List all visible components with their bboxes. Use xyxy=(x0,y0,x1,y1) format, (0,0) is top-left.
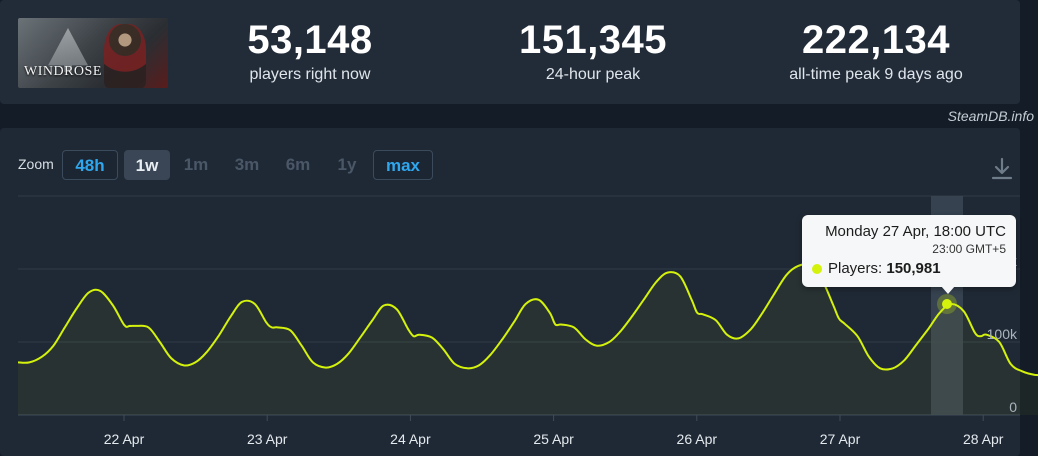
stat-24h-peak: 151,345 24-hour peak xyxy=(473,18,713,84)
hover-marker xyxy=(942,299,952,309)
y-tick-label: 0 xyxy=(1009,399,1017,415)
x-tick-label: 25 Apr xyxy=(533,431,574,447)
zoom-6m-button[interactable]: 6m xyxy=(285,155,311,174)
zoom-48h-button[interactable]: 48h xyxy=(62,150,118,180)
stat-value: 53,148 xyxy=(247,18,373,62)
x-tick-label: 24 Apr xyxy=(390,431,431,447)
stat-label: players right now xyxy=(249,66,371,83)
stat-all-time-peak: 222,134 all-time peak 9 days ago xyxy=(756,18,996,84)
zoom-3m-button[interactable]: 3m xyxy=(234,155,260,174)
stats-header xyxy=(0,0,1020,104)
zoom-1y-button[interactable]: 1y xyxy=(337,155,357,174)
zoom-1w-button[interactable]: 1w xyxy=(124,150,170,180)
x-tick-label: 23 Apr xyxy=(247,431,288,447)
zoom-1m-button[interactable]: 1m xyxy=(183,155,209,174)
tooltip-caret xyxy=(941,286,955,294)
tooltip-value: 150,981 xyxy=(886,260,941,277)
tooltip-local-time: 23:00 GMT+5 xyxy=(932,242,1006,256)
chart-panel xyxy=(0,128,1020,456)
game-logo-text: WINDROSE xyxy=(24,64,102,79)
x-tick-label: 27 Apr xyxy=(820,431,861,447)
stat-label: all-time peak 9 days ago xyxy=(789,66,963,83)
tooltip-date: Monday 27 Apr, 18:00 UTC xyxy=(825,223,1006,240)
character-art xyxy=(104,24,146,88)
x-tick-label: 22 Apr xyxy=(104,431,145,447)
tooltip-series-dot xyxy=(812,264,822,274)
x-tick-label: 28 Apr xyxy=(963,431,1004,447)
y-tick-label: 100k xyxy=(987,326,1018,342)
zoom-max-button[interactable]: max xyxy=(373,150,433,180)
zoom-label: Zoom xyxy=(18,156,54,172)
stat-value: 151,345 xyxy=(518,18,668,62)
game-logo[interactable]: WINDROSE xyxy=(18,18,168,88)
stat-current-players: 53,148 players right now xyxy=(190,18,430,84)
stat-value: 222,134 xyxy=(801,18,951,62)
stat-label: 24-hour peak xyxy=(545,66,641,83)
tooltip-series-label: Players: xyxy=(828,260,883,277)
series-area xyxy=(18,265,1038,415)
x-tick-label: 26 Apr xyxy=(677,431,718,447)
chart-tooltip: Monday 27 Apr, 18:00 UTC 23:00 GMT+5 Pla… xyxy=(802,215,1016,287)
download-icon[interactable] xyxy=(990,156,1014,182)
tooltip-row: Players: 150,981 xyxy=(812,260,1006,277)
series-line-players xyxy=(17,263,1038,377)
steamdb-credit-link[interactable]: SteamDB.info xyxy=(947,108,1034,124)
